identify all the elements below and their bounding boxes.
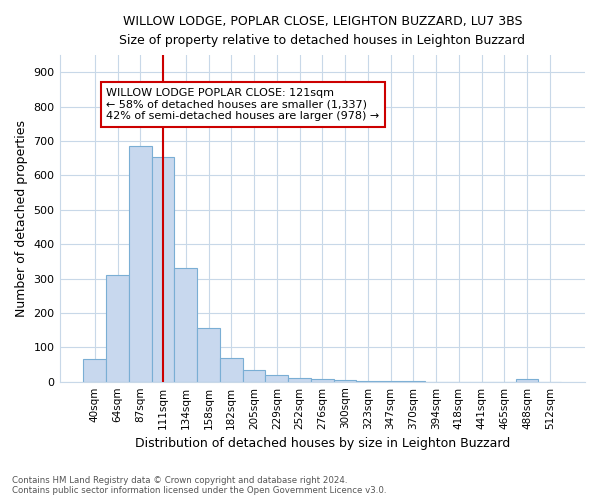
Bar — [106, 275, 129, 382]
Bar — [515, 379, 538, 382]
Bar — [242, 370, 265, 382]
Bar — [265, 376, 288, 382]
Bar — [334, 380, 356, 382]
Y-axis label: Number of detached properties: Number of detached properties — [15, 120, 28, 317]
Bar — [220, 358, 242, 382]
Bar — [83, 360, 106, 382]
Bar — [379, 381, 402, 382]
Text: WILLOW LODGE POPLAR CLOSE: 121sqm
← 58% of detached houses are smaller (1,337)
4: WILLOW LODGE POPLAR CLOSE: 121sqm ← 58% … — [106, 88, 379, 121]
Bar — [311, 379, 334, 382]
Bar — [175, 268, 197, 382]
Title: WILLOW LODGE, POPLAR CLOSE, LEIGHTON BUZZARD, LU7 3BS
Size of property relative : WILLOW LODGE, POPLAR CLOSE, LEIGHTON BUZ… — [119, 15, 525, 47]
X-axis label: Distribution of detached houses by size in Leighton Buzzard: Distribution of detached houses by size … — [134, 437, 510, 450]
Bar — [356, 380, 379, 382]
Text: Contains HM Land Registry data © Crown copyright and database right 2024.
Contai: Contains HM Land Registry data © Crown c… — [12, 476, 386, 495]
Bar — [197, 328, 220, 382]
Bar — [129, 146, 152, 382]
Bar — [152, 156, 175, 382]
Bar — [288, 378, 311, 382]
